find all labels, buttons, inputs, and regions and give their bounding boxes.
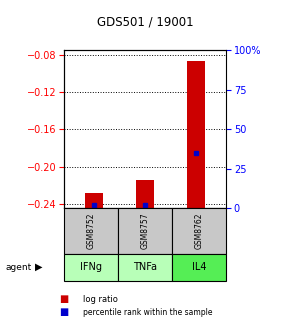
Text: IL4: IL4: [192, 262, 206, 272]
Text: ■: ■: [59, 307, 68, 318]
Bar: [85, 193, 103, 208]
Text: ▶: ▶: [35, 262, 43, 272]
Text: GSM8757: GSM8757: [140, 213, 150, 249]
Text: GDS501 / 19001: GDS501 / 19001: [97, 15, 193, 28]
Text: TNFa: TNFa: [133, 262, 157, 272]
Bar: [187, 60, 205, 208]
Text: IFNg: IFNg: [80, 262, 102, 272]
Bar: [136, 180, 154, 208]
Text: log ratio: log ratio: [83, 295, 117, 303]
Text: percentile rank within the sample: percentile rank within the sample: [83, 308, 212, 317]
Text: agent: agent: [6, 263, 32, 271]
Text: ■: ■: [59, 294, 68, 304]
Text: GSM8762: GSM8762: [195, 213, 204, 249]
Text: GSM8752: GSM8752: [86, 213, 95, 249]
